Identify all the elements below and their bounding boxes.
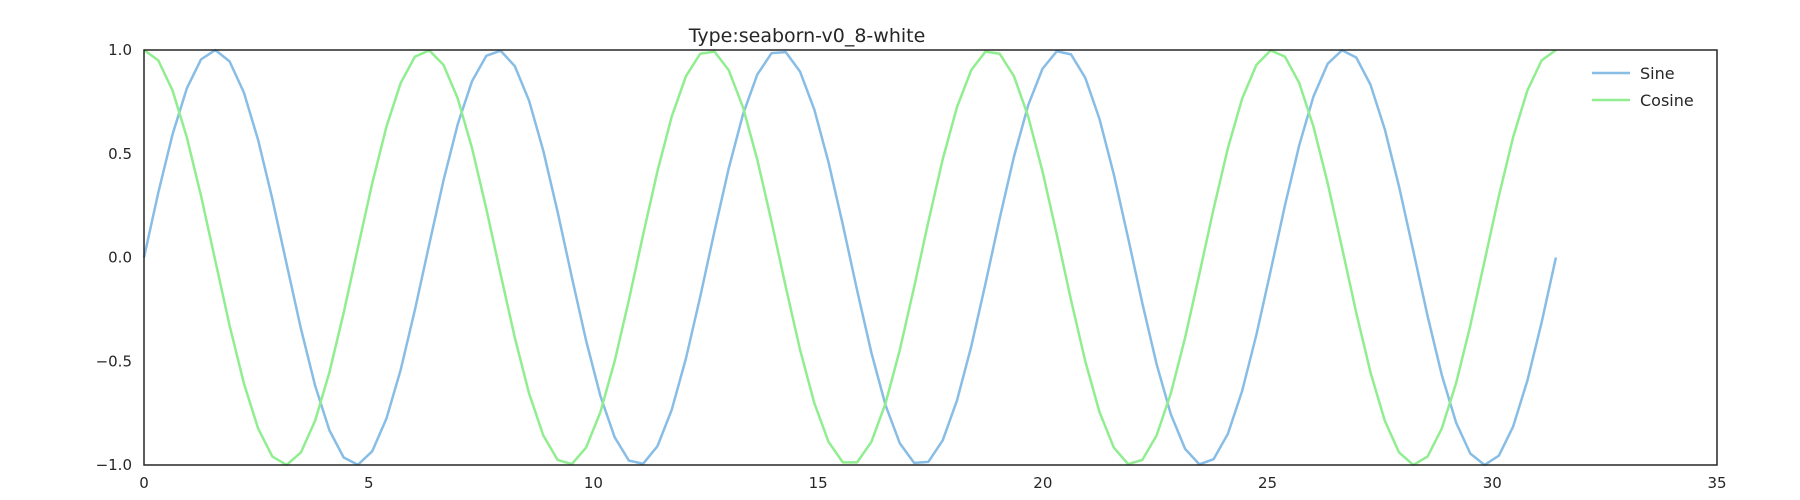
x-tick-label: 15 xyxy=(809,474,828,492)
x-axis: 0 5 10 15 20 25 30 35 xyxy=(139,474,1726,492)
series-line-sine xyxy=(142,48,1558,467)
x-tick-label: 20 xyxy=(1033,474,1052,492)
plot-frame xyxy=(143,49,1718,466)
y-tick-label: 0.5 xyxy=(108,145,132,163)
x-tick-label: 35 xyxy=(1707,474,1726,492)
series-lines xyxy=(142,48,1558,467)
x-tick-label: 0 xyxy=(139,474,149,492)
legend-label-sine: Sine xyxy=(1640,64,1675,83)
x-tick-label: 30 xyxy=(1483,474,1502,492)
y-tick-label: 0.0 xyxy=(108,249,132,267)
y-axis: 1.0 0.5 0.0 −0.5 −1.0 xyxy=(96,41,132,474)
y-tick-label: −1.0 xyxy=(96,456,132,474)
chart-title: Type:seaborn-v0_8-white xyxy=(688,25,926,47)
series-line-cosine xyxy=(143,48,1557,467)
x-tick-label: 10 xyxy=(584,474,603,492)
x-tick-label: 25 xyxy=(1258,474,1277,492)
y-tick-label: 1.0 xyxy=(108,41,132,59)
legend: Sine Cosine xyxy=(1592,64,1694,110)
x-tick-label: 5 xyxy=(364,474,374,492)
legend-label-cosine: Cosine xyxy=(1640,91,1694,110)
y-tick-label: −0.5 xyxy=(96,352,132,370)
plot-area xyxy=(144,50,1717,465)
